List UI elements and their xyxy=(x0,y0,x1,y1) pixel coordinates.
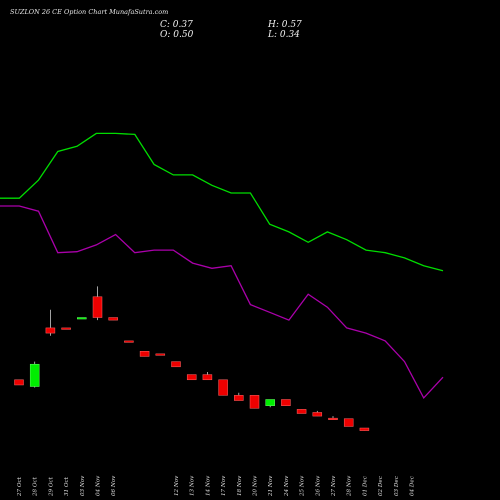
candle xyxy=(202,372,213,381)
upper-band-line xyxy=(0,132,444,272)
candle-body xyxy=(124,340,134,343)
x-tick-label: 01 Dec xyxy=(362,475,368,496)
candle xyxy=(296,409,307,414)
candle-body xyxy=(328,417,338,420)
x-tick-label: 13 Nov xyxy=(190,475,196,496)
candle-body xyxy=(265,399,275,406)
candle-body xyxy=(312,412,323,417)
candle-body xyxy=(155,353,166,356)
candle-body xyxy=(171,361,181,368)
low-value: L: 0.34 xyxy=(267,30,300,40)
x-tick-label: 20 Nov xyxy=(253,475,259,497)
lower-band-line xyxy=(0,205,444,400)
x-tick-label: 28 Nov xyxy=(347,475,353,497)
candle xyxy=(328,416,338,420)
chart-title: SUZLON 26 CE Option Chart MunafaSutra.co… xyxy=(10,8,168,16)
candle xyxy=(29,361,40,388)
x-tick-label: 03 Nov xyxy=(80,475,86,496)
candle-body xyxy=(14,379,24,386)
candle xyxy=(45,309,56,336)
candle-body xyxy=(281,399,291,406)
candle-body xyxy=(218,379,228,396)
candle-body xyxy=(108,317,118,321)
x-tick-label: 06 Nov xyxy=(111,475,117,496)
x-axis-ticks: 27 Oct 28 Oct 29 Oct 31 Oct 03 Nov 04 Nov 06 N… xyxy=(17,475,416,497)
candle-body xyxy=(186,374,197,381)
x-tick-label: 02 Dec xyxy=(378,475,384,496)
candle-body xyxy=(45,327,56,334)
candle xyxy=(124,340,134,343)
x-tick-label: 31 Oct xyxy=(64,476,70,496)
x-tick-label: 27 Oct xyxy=(17,476,23,497)
candle xyxy=(218,379,228,396)
x-tick-label: 27 Nov xyxy=(331,475,337,497)
candle-body xyxy=(296,409,307,414)
candle xyxy=(359,427,370,431)
x-tick-label: 25 Nov xyxy=(300,475,306,497)
candle-body xyxy=(249,395,260,409)
open-value: O: 0.50 xyxy=(160,30,194,40)
candle-body xyxy=(77,317,87,320)
candle xyxy=(281,399,291,406)
candle xyxy=(265,399,275,408)
candle xyxy=(171,361,181,368)
candle-body xyxy=(343,418,354,427)
candle-body xyxy=(92,296,103,318)
candle xyxy=(108,317,118,321)
candles-group xyxy=(14,286,370,431)
x-tick-label: 14 Nov xyxy=(205,475,211,496)
candle xyxy=(343,418,354,427)
x-tick-label: 26 Nov xyxy=(315,475,321,497)
candle xyxy=(14,379,24,386)
x-tick-label: 18 Nov xyxy=(237,475,243,496)
candle xyxy=(139,351,150,357)
candle-body xyxy=(139,351,150,357)
x-tick-label: 04 Dec xyxy=(410,475,416,496)
candle-body xyxy=(359,427,370,431)
candle-body xyxy=(202,374,213,381)
x-tick-label: 21 Nov xyxy=(268,475,274,497)
x-tick-label: 04 Nov xyxy=(96,475,102,496)
x-tick-label: 17 Nov xyxy=(221,475,227,496)
candle xyxy=(249,395,260,409)
x-tick-label: 28 Oct xyxy=(33,476,39,497)
candle xyxy=(312,410,323,417)
candle xyxy=(186,374,197,381)
candle xyxy=(155,353,166,356)
candle-body xyxy=(61,327,71,330)
x-tick-label: 29 Oct xyxy=(48,476,54,497)
candle-body xyxy=(29,363,40,387)
high-value: H: 0.57 xyxy=(267,20,302,30)
candle-body xyxy=(234,395,244,401)
x-tick-label: 24 Nov xyxy=(284,475,290,497)
bands-group xyxy=(0,132,444,400)
close-value: C: 0.37 xyxy=(160,20,193,30)
candle xyxy=(77,317,87,320)
candle xyxy=(61,327,71,330)
candle xyxy=(234,392,244,401)
x-tick-label: 12 Nov xyxy=(174,475,180,496)
x-tick-label: 03 Dec xyxy=(394,475,400,496)
candle xyxy=(92,286,103,321)
